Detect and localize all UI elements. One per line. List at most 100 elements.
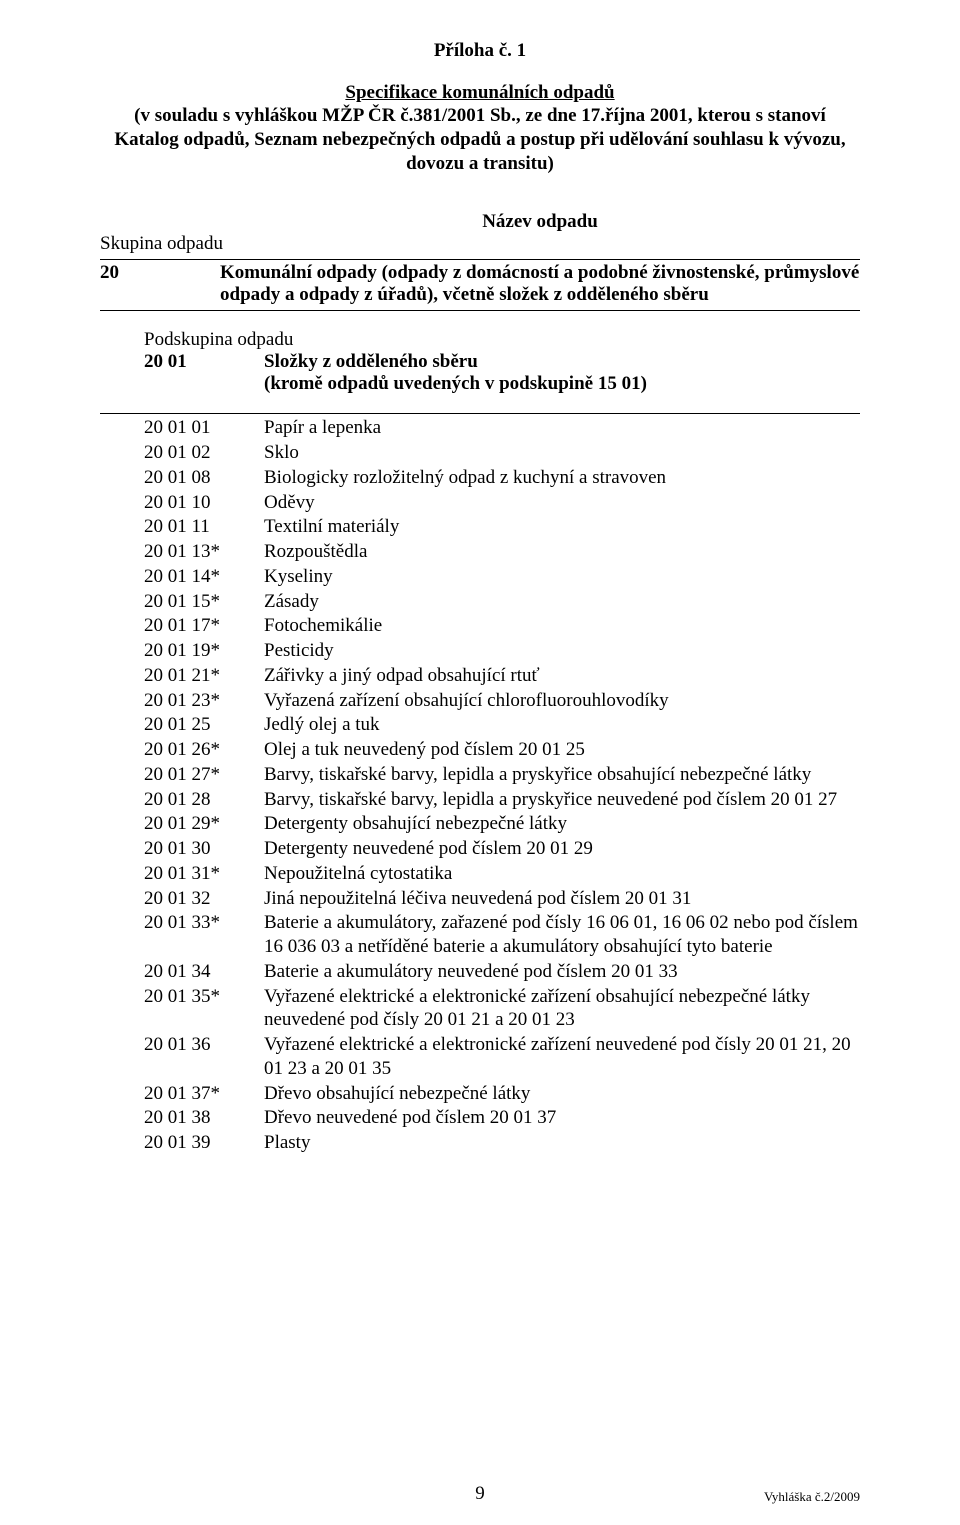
- item-text: Jedlý olej a tuk: [264, 713, 860, 737]
- item-row: 20 01 28Barvy, tiskařské barvy, lepidla …: [144, 788, 860, 812]
- item-row: 20 01 21*Zářivky a jiný odpad obsahující…: [144, 664, 860, 688]
- item-code: 20 01 13*: [144, 540, 264, 564]
- item-row: 20 01 36Vyřazené elektrické a elektronic…: [144, 1033, 860, 1081]
- subgroup-row: 20 01 Složky z odděleného sběru (kromě o…: [144, 351, 860, 395]
- item-row: 20 01 33*Baterie a akumulátory, zařazené…: [144, 911, 860, 959]
- item-row: 20 01 11Textilní materiály: [144, 515, 860, 539]
- item-text: Plasty: [264, 1131, 860, 1155]
- item-code: 20 01 28: [144, 788, 264, 812]
- item-text: Vyřazené elektrické a elektronické zaříz…: [264, 985, 860, 1033]
- page-number: 9: [353, 1483, 606, 1505]
- item-code: 20 01 11: [144, 515, 264, 539]
- item-code: 20 01 14*: [144, 565, 264, 589]
- item-text: Zásady: [264, 590, 860, 614]
- item-text: Barvy, tiskařské barvy, lepidla a prysky…: [264, 763, 860, 787]
- item-code: 20 01 31*: [144, 862, 264, 886]
- item-row: 20 01 30Detergenty neuvedené pod číslem …: [144, 837, 860, 861]
- item-text: Baterie a akumulátory neuvedené pod čísl…: [264, 960, 860, 984]
- item-text: Zářivky a jiný odpad obsahující rtuť: [264, 664, 860, 688]
- item-row: 20 01 17*Fotochemikálie: [144, 614, 860, 638]
- group-code: 20: [100, 262, 220, 306]
- group-block: Název odpadu Skupina odpadu 20 Komunální…: [100, 211, 860, 311]
- item-text: Kyseliny: [264, 565, 860, 589]
- item-text: Oděvy: [264, 491, 860, 515]
- item-row: 20 01 25Jedlý olej a tuk: [144, 713, 860, 737]
- item-text: Dřevo obsahující nebezpečné látky: [264, 1082, 860, 1106]
- item-code: 20 01 30: [144, 837, 264, 861]
- group-desc-row: 20 Komunální odpady (odpady z domácností…: [100, 262, 860, 306]
- item-row: 20 01 34Baterie a akumulátory neuvedené …: [144, 960, 860, 984]
- items-list: 20 01 01Papír a lepenka20 01 02Sklo20 01…: [144, 416, 860, 1155]
- item-row: 20 01 01Papír a lepenka: [144, 416, 860, 440]
- item-row: 20 01 29*Detergenty obsahující nebezpečn…: [144, 812, 860, 836]
- item-text: Nepoužitelná cytostatika: [264, 862, 860, 886]
- subgroup-desc-line1: Složky z odděleného sběru: [264, 351, 478, 372]
- item-code: 20 01 17*: [144, 614, 264, 638]
- item-text: Rozpouštědla: [264, 540, 860, 564]
- item-row: 20 01 02Sklo: [144, 441, 860, 465]
- item-code: 20 01 21*: [144, 664, 264, 688]
- item-text: Biologicky rozložitelný odpad z kuchyní …: [264, 466, 860, 490]
- item-text: Papír a lepenka: [264, 416, 860, 440]
- item-text: Olej a tuk neuvedený pod číslem 20 01 25: [264, 738, 860, 762]
- item-text: Detergenty obsahující nebezpečné látky: [264, 812, 860, 836]
- item-code: 20 01 32: [144, 887, 264, 911]
- item-row: 20 01 08Biologicky rozložitelný odpad z …: [144, 466, 860, 490]
- item-row: 20 01 10Oděvy: [144, 491, 860, 515]
- item-code: 20 01 15*: [144, 590, 264, 614]
- item-code: 20 01 10: [144, 491, 264, 515]
- item-row: 20 01 38Dřevo neuvedené pod číslem 20 01…: [144, 1106, 860, 1130]
- item-code: 20 01 02: [144, 441, 264, 465]
- item-text: Textilní materiály: [264, 515, 860, 539]
- item-row: 20 01 27*Barvy, tiskařské barvy, lepidla…: [144, 763, 860, 787]
- subgroup-desc-line2: (kromě odpadů uvedených v podskupině 15 …: [264, 373, 647, 394]
- spec-title: Specifikace komunálních odpadů: [100, 82, 860, 104]
- item-code: 20 01 23*: [144, 689, 264, 713]
- item-code: 20 01 39: [144, 1131, 264, 1155]
- spec-description: (v souladu s vyhláškou MŽP ČR č.381/2001…: [100, 104, 860, 175]
- item-row: 20 01 26*Olej a tuk neuvedený pod číslem…: [144, 738, 860, 762]
- item-text: Detergenty neuvedené pod číslem 20 01 29: [264, 837, 860, 861]
- item-row: 20 01 32Jiná nepoužitelná léčiva neuvede…: [144, 887, 860, 911]
- item-text: Jiná nepoužitelná léčiva neuvedená pod č…: [264, 887, 860, 911]
- item-code: 20 01 19*: [144, 639, 264, 663]
- item-code: 20 01 35*: [144, 985, 264, 1033]
- item-code: 20 01 37*: [144, 1082, 264, 1106]
- item-row: 20 01 35*Vyřazené elektrické a elektroni…: [144, 985, 860, 1033]
- group-label: Skupina odpadu: [100, 233, 223, 255]
- item-code: 20 01 26*: [144, 738, 264, 762]
- item-code: 20 01 08: [144, 466, 264, 490]
- group-label-row: Skupina odpadu: [100, 233, 860, 255]
- divider: [100, 310, 860, 311]
- item-code: 20 01 01: [144, 416, 264, 440]
- item-text: Sklo: [264, 441, 860, 465]
- item-code: 20 01 36: [144, 1033, 264, 1081]
- name-label: Název odpadu: [220, 211, 860, 233]
- footer: 9 Vyhláška č.2/2009: [100, 1483, 860, 1505]
- subgroup-block: Podskupina odpadu 20 01 Složky z oddělen…: [144, 329, 860, 395]
- item-row: 20 01 15*Zásady: [144, 590, 860, 614]
- item-text: Vyřazená zařízení obsahující chlorofluor…: [264, 689, 860, 713]
- item-row: 20 01 19*Pesticidy: [144, 639, 860, 663]
- group-name-label-row: Název odpadu: [100, 211, 860, 233]
- item-text: Vyřazené elektrické a elektronické zaříz…: [264, 1033, 860, 1081]
- item-code: 20 01 29*: [144, 812, 264, 836]
- group-desc: Komunální odpady (odpady z domácností a …: [220, 262, 860, 306]
- item-row: 20 01 13*Rozpouštědla: [144, 540, 860, 564]
- subgroup-label: Podskupina odpadu: [144, 329, 860, 351]
- item-row: 20 01 23*Vyřazená zařízení obsahující ch…: [144, 689, 860, 713]
- item-text: Fotochemikálie: [264, 614, 860, 638]
- item-code: 20 01 27*: [144, 763, 264, 787]
- page: Příloha č. 1 Specifikace komunálních odp…: [0, 0, 960, 1525]
- item-text: Dřevo neuvedené pod číslem 20 01 37: [264, 1106, 860, 1130]
- item-row: 20 01 37*Dřevo obsahující nebezpečné lát…: [144, 1082, 860, 1106]
- divider: [100, 259, 860, 260]
- item-row: 20 01 39Plasty: [144, 1131, 860, 1155]
- divider: [100, 413, 860, 414]
- item-row: 20 01 14*Kyseliny: [144, 565, 860, 589]
- item-text: Barvy, tiskařské barvy, lepidla a prysky…: [264, 788, 860, 812]
- spec-block: Specifikace komunálních odpadů (v soulad…: [100, 82, 860, 175]
- subgroup-desc: Složky z odděleného sběru (kromě odpadů …: [264, 351, 860, 395]
- item-code: 20 01 33*: [144, 911, 264, 959]
- item-row: 20 01 31*Nepoužitelná cytostatika: [144, 862, 860, 886]
